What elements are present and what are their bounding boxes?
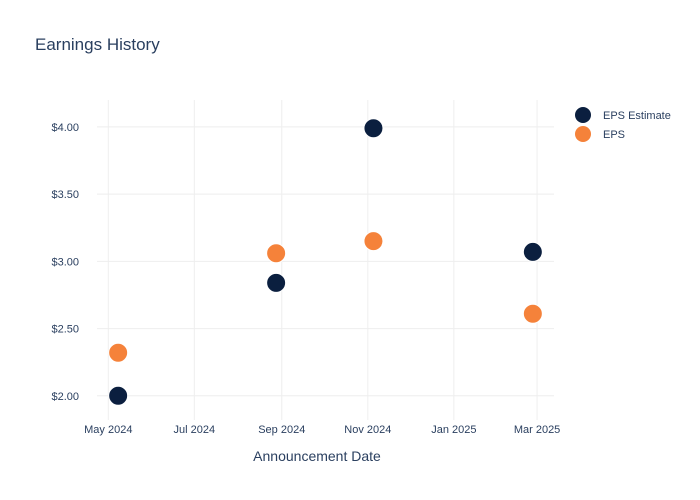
data-point[interactable]: [266, 272, 287, 293]
x-tick-label: Nov 2024: [344, 424, 391, 436]
y-axis: $2.00 $2.50 $3.00 $3.50 $4.00: [51, 122, 79, 403]
x-tick-label: May 2024: [84, 424, 132, 436]
legend-item[interactable]: EPS Estimate: [575, 107, 671, 123]
data-point[interactable]: [522, 241, 543, 262]
y-tick-label: $2.00: [51, 391, 79, 403]
legend-marker: [575, 126, 591, 142]
data-point[interactable]: [363, 231, 384, 252]
data-point[interactable]: [522, 303, 543, 324]
y-tick-label: $3.00: [51, 256, 79, 268]
grid: [97, 100, 554, 420]
x-tick-label: Sep 2024: [258, 424, 305, 436]
data-point[interactable]: [266, 243, 287, 264]
legend-label: EPS Estimate: [603, 110, 671, 122]
chart-title: Earnings History: [35, 35, 160, 54]
x-axis: May 2024 Jul 2024 Sep 2024 Nov 2024 Jan 2025…: [84, 424, 560, 436]
y-tick-label: $3.50: [51, 189, 79, 201]
data-point[interactable]: [363, 118, 384, 139]
y-tick-label: $4.00: [51, 122, 79, 134]
legend-item[interactable]: EPS: [575, 126, 625, 142]
data-point[interactable]: [108, 385, 129, 406]
legend-marker: [575, 107, 591, 123]
y-tick-label: $2.50: [51, 324, 79, 336]
series-eps: [108, 231, 543, 363]
x-tick-label: Jul 2024: [174, 424, 216, 436]
x-axis-title: Announcement Date: [253, 448, 381, 464]
series-eps-estimate: [108, 118, 543, 406]
x-tick-label: Mar 2025: [514, 424, 560, 436]
legend-label: EPS: [603, 129, 625, 141]
legend[interactable]: EPS Estimate EPS: [575, 107, 671, 142]
data-point[interactable]: [108, 342, 129, 363]
x-tick-label: Jan 2025: [431, 424, 476, 436]
data-points: [108, 118, 543, 406]
